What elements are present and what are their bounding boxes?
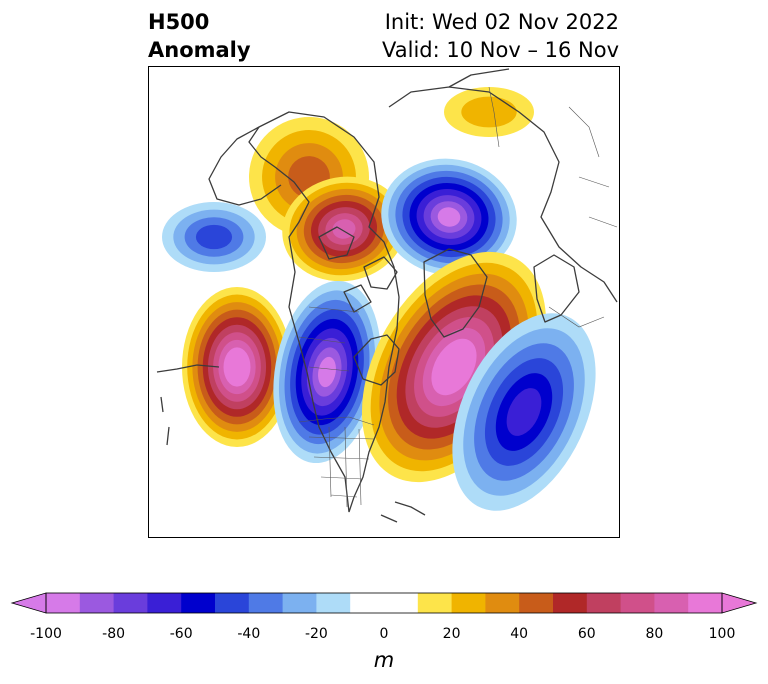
anomaly-map [148, 66, 620, 538]
colorbar-cell [316, 593, 351, 613]
colorbar-cell [451, 593, 486, 613]
anomaly-contour-far-north-ridge [461, 96, 517, 128]
colorbar-cells [46, 593, 723, 613]
hudson-bay-coast [353, 334, 400, 386]
title-line-2: Anomaly [148, 38, 251, 62]
colorbar-cell [215, 593, 250, 613]
colorbar [10, 592, 758, 614]
init-time: Init: Wed 02 Nov 2022 [384, 10, 619, 34]
colorbar-cell [688, 593, 723, 613]
north-america-coast [248, 111, 400, 513]
colorbar-cell [485, 593, 520, 613]
anomaly-contour-siberian-arctic-trough [437, 207, 461, 227]
political-borders [298, 86, 618, 508]
canada-province-lines [298, 306, 360, 372]
aleutians [156, 364, 220, 446]
alaska-coast [208, 126, 282, 206]
us-canada-border [298, 416, 375, 426]
colorbar-cell [519, 593, 554, 613]
colorbar-cell [181, 593, 216, 613]
colorbar-cell [417, 593, 453, 613]
caribbean-coast [380, 501, 426, 523]
run-info: Init: Wed 02 Nov 2022 Valid: 10 Nov – 16… [382, 8, 619, 64]
colorbar-tick-label: 40 [510, 626, 529, 642]
chart-title: H500 Anomaly [148, 8, 251, 64]
colorbar-cell [620, 593, 655, 613]
colorbar-cell [248, 593, 284, 613]
scandinavia-coast [533, 254, 580, 323]
eurasia-coast [388, 68, 618, 303]
colorbar-cell [384, 593, 419, 613]
colorbar-cell [553, 593, 588, 613]
colorbar-tick-label: -40 [237, 626, 261, 642]
colorbar-tick-label: -20 [304, 626, 328, 642]
colorbar-unit-label: m [373, 648, 395, 672]
colorbar-tick-label: -80 [102, 626, 126, 642]
colorbar-tick-label: 0 [379, 626, 389, 642]
colorbar-cell [350, 593, 385, 613]
colorbar-cell [147, 593, 182, 613]
colorbar-tick-label: 60 [577, 626, 596, 642]
eurasia-borders [488, 86, 618, 328]
map-svg [156, 68, 618, 523]
colorbar-tick-label: -100 [30, 626, 62, 642]
colorbar-tick-label: -60 [169, 626, 193, 642]
anomaly-contour-north-atlantic-trough [506, 388, 542, 436]
valid-period: Valid: 10 Nov – 16 Nov [382, 38, 619, 62]
anomaly-fills [162, 87, 596, 511]
colorbar-cell [46, 593, 81, 613]
colorbar-cell [654, 593, 689, 613]
colorbar-tick-label: 100 [708, 626, 736, 642]
colorbar-min-extension [10, 592, 47, 614]
anomaly-contour-north-pacific-ridge [228, 354, 246, 380]
greenland-coast [423, 248, 488, 338]
colorbar-cell [79, 593, 115, 613]
coastlines [156, 68, 618, 523]
colorbar-tick-label: 20 [442, 626, 461, 642]
colorbar-max-extension [721, 592, 758, 614]
colorbar-tick-label: 80 [645, 626, 664, 642]
title-line-1: H500 [148, 10, 210, 34]
colorbar-cell [113, 593, 148, 613]
anomaly-contour-western-north-america-trough [318, 356, 336, 388]
us-state-lines [308, 426, 375, 508]
anomaly-contour-eastern-north-america-ridge [440, 349, 468, 385]
colorbar-cell [282, 593, 317, 613]
colorbar-outline [45, 592, 723, 614]
anomaly-contour-dateline-trough [195, 224, 233, 250]
colorbar-cell [586, 593, 622, 613]
arctic-islands [318, 226, 398, 313]
